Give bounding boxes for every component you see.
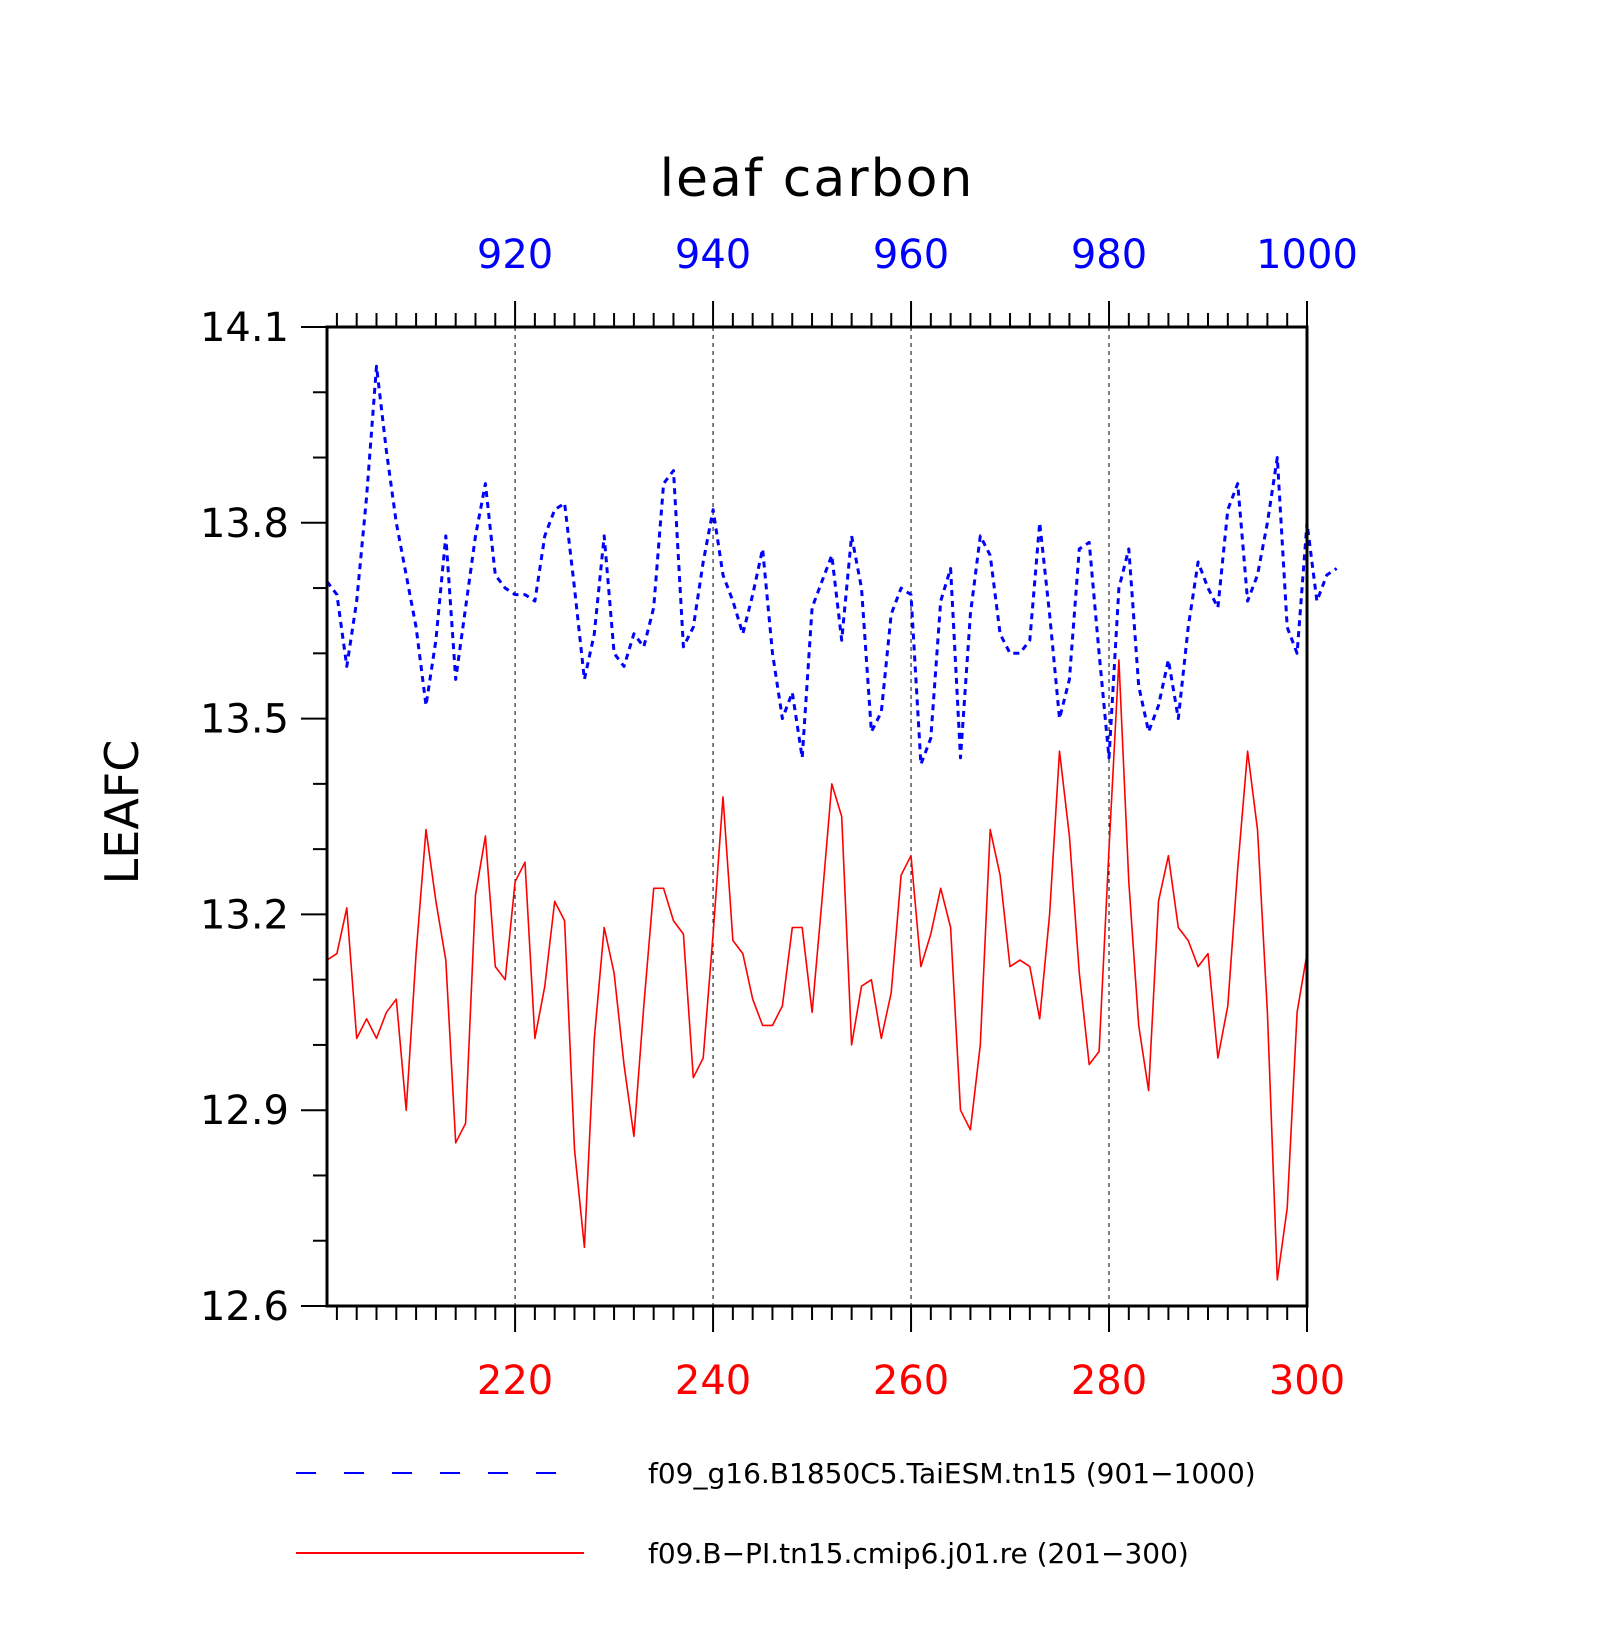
x-bottom-tick-label: 220 [477, 1358, 553, 1404]
axis-ticks [301, 301, 1308, 1332]
y-tick-label: 14.1 [200, 305, 289, 351]
tick-labels: 12.6 12.9 13.2 13.5 13.8 14.1 220 240 260 280 300 9… [200, 232, 1358, 1404]
chart-title: leaf carbon [660, 149, 975, 209]
x-top-tick-label: 1000 [1256, 232, 1358, 278]
legend-entry-blue: f09_g16.B1850C5.TaiESM.tn15 (901−1000) [648, 1457, 1256, 1490]
series-lines [325, 364, 1338, 1281]
x-top-tick-label: 960 [873, 232, 949, 278]
x-bottom-tick-label: 240 [675, 1358, 751, 1404]
plot-frame [325, 325, 1309, 1308]
y-tick-label: 13.8 [200, 501, 289, 547]
series-line-red [326, 659, 1308, 1281]
x-bottom-tick-label: 260 [873, 1358, 949, 1404]
y-tick-label: 12.6 [200, 1284, 289, 1330]
y-axis-label: LEAFC [95, 740, 149, 885]
x-bottom-tick-label: 300 [1269, 1358, 1345, 1404]
legend: f09_g16.B1850C5.TaiESM.tn15 (901−1000) f… [296, 1457, 1256, 1570]
x-bottom-tick-label: 280 [1071, 1358, 1147, 1404]
x-top-tick-label: 980 [1071, 232, 1147, 278]
x-top-tick-label: 920 [477, 232, 553, 278]
x-top-tick-label: 940 [675, 232, 751, 278]
y-tick-label: 13.2 [200, 892, 289, 938]
gridlines [514, 327, 1110, 1306]
legend-entry-red: f09.B−PI.tn15.cmip6.j01.re (201−300) [648, 1537, 1189, 1570]
series-line-blue [325, 364, 1338, 766]
y-tick-label: 12.9 [200, 1088, 289, 1134]
y-tick-label: 13.5 [200, 697, 289, 743]
